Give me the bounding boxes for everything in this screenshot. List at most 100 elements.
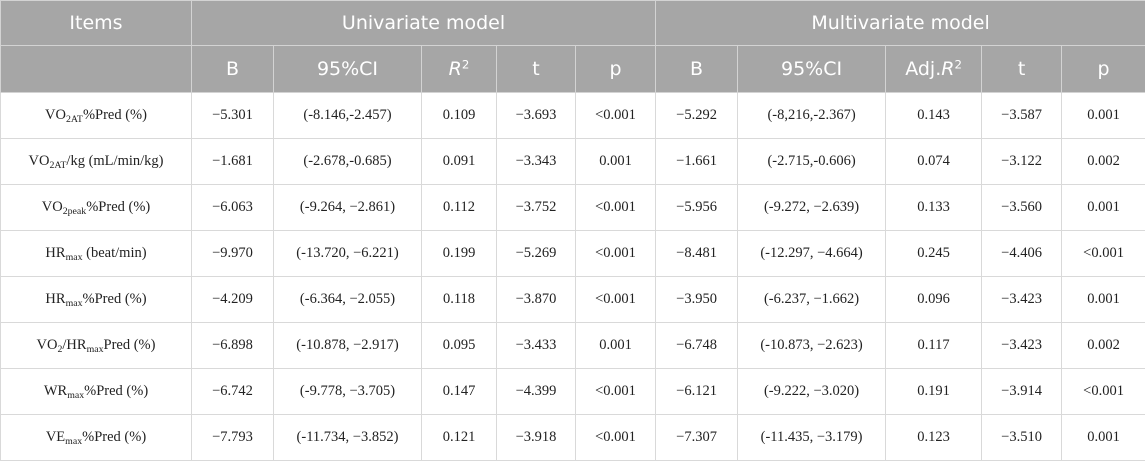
uni-r2-cell: 0.112 xyxy=(422,185,497,231)
multi-ci-cell: (-11.435, −3.179) xyxy=(738,415,886,461)
uni-t-cell: −3.693 xyxy=(497,93,576,139)
multi-b-cell: −7.307 xyxy=(656,415,738,461)
uni-ci-cell: (-9.778, −3.705) xyxy=(274,369,422,415)
item-subscript: max xyxy=(67,390,84,401)
item-subscript-2: max xyxy=(87,344,104,355)
multi-p-header: p xyxy=(1062,46,1145,93)
uni-r2-cell: 0.121 xyxy=(422,415,497,461)
item-rest: %Pred (%) xyxy=(83,107,147,123)
uni-t-cell: −3.918 xyxy=(497,415,576,461)
item-base: VO xyxy=(37,337,58,353)
multi-adj-r2-cell: 0.074 xyxy=(886,139,982,185)
item-cell: VO2/HRmaxPred (%) xyxy=(1,323,192,369)
item-base: VO xyxy=(29,153,50,169)
table-row: VO2/HRmaxPred (%) −6.898 (-10.878, −2.91… xyxy=(1,323,1145,369)
uni-ci-cell: (-8.146,-2.457) xyxy=(274,93,422,139)
item-cell: VEmax%Pred (%) xyxy=(1,415,192,461)
multi-ci-cell: (-12.297, −4.664) xyxy=(738,231,886,277)
univariate-model-header: Univariate model xyxy=(192,1,656,46)
uni-b-cell: −6.898 xyxy=(192,323,274,369)
multi-b-header: B xyxy=(656,46,738,93)
uni-t-cell: −3.870 xyxy=(497,277,576,323)
multi-b-cell: −8.481 xyxy=(656,231,738,277)
multi-ci-header: 95%CI xyxy=(738,46,886,93)
multi-t-cell: −3.510 xyxy=(982,415,1062,461)
uni-ci-cell: (-9.264, −2.861) xyxy=(274,185,422,231)
multi-ci-cell: (-8,216,-2.367) xyxy=(738,93,886,139)
multi-p-cell: 0.002 xyxy=(1062,323,1145,369)
item-cell: HRmax (beat/min) xyxy=(1,231,192,277)
uni-r2-header: R2 xyxy=(422,46,497,93)
multi-adj-r2-cell: 0.143 xyxy=(886,93,982,139)
item-rest: %Pred (%) xyxy=(84,383,148,399)
multi-t-cell: −3.423 xyxy=(982,323,1062,369)
item-base: VO xyxy=(45,107,66,123)
r2-symbol: R xyxy=(941,58,954,80)
multi-t-cell: −3.122 xyxy=(982,139,1062,185)
uni-t-cell: −5.269 xyxy=(497,231,576,277)
uni-r2-cell: 0.199 xyxy=(422,231,497,277)
uni-p-header: p xyxy=(576,46,656,93)
multi-t-cell: −3.914 xyxy=(982,369,1062,415)
item-rest: /kg (mL/min/kg) xyxy=(66,153,163,169)
r2-superscript: 2 xyxy=(954,58,962,72)
uni-ci-header: 95%CI xyxy=(274,46,422,93)
uni-b-cell: −4.209 xyxy=(192,277,274,323)
multi-ci-cell: (-2.715,-0.606) xyxy=(738,139,886,185)
table-header: Items Univariate model Multivariate mode… xyxy=(1,1,1145,93)
item-subscript: max xyxy=(65,436,82,447)
multi-t-cell: −3.587 xyxy=(982,93,1062,139)
multivariate-model-header: Multivariate model xyxy=(656,1,1145,46)
table-row: HRmax (beat/min) −9.970 (-13.720, −6.221… xyxy=(1,231,1145,277)
table-row: VO2AT/kg (mL/min/kg) −1.681 (-2.678,-0.6… xyxy=(1,139,1145,185)
uni-t-cell: −3.752 xyxy=(497,185,576,231)
item-cell: HRmax%Pred (%) xyxy=(1,277,192,323)
item-tail: Pred (%) xyxy=(104,337,156,353)
table-row: WRmax%Pred (%) −6.742 (-9.778, −3.705) 0… xyxy=(1,369,1145,415)
multi-t-header: t xyxy=(982,46,1062,93)
multi-adj-r2-cell: 0.123 xyxy=(886,415,982,461)
item-cell: VO2AT/kg (mL/min/kg) xyxy=(1,139,192,185)
multi-p-cell: 0.001 xyxy=(1062,415,1145,461)
multi-adj-r2-cell: 0.096 xyxy=(886,277,982,323)
adj-prefix: Adj. xyxy=(905,58,941,80)
multi-adj-r2-header: Adj.R2 xyxy=(886,46,982,93)
uni-b-cell: −1.681 xyxy=(192,139,274,185)
uni-p-cell: 0.001 xyxy=(576,323,656,369)
uni-r2-cell: 0.118 xyxy=(422,277,497,323)
uni-ci-cell: (-11.734, −3.852) xyxy=(274,415,422,461)
items-header: Items xyxy=(1,1,192,46)
uni-ci-cell: (-13.720, −6.221) xyxy=(274,231,422,277)
multi-b-cell: −3.950 xyxy=(656,277,738,323)
table-body: VO2AT%Pred (%) −5.301 (-8.146,-2.457) 0.… xyxy=(1,93,1145,461)
uni-b-cell: −6.742 xyxy=(192,369,274,415)
item-rest: %Pred (%) xyxy=(82,429,146,445)
multi-adj-r2-cell: 0.191 xyxy=(886,369,982,415)
multi-b-cell: −6.748 xyxy=(656,323,738,369)
uni-p-cell: 0.001 xyxy=(576,139,656,185)
item-cell: VO2peak%Pred (%) xyxy=(1,185,192,231)
item-rest: /HR xyxy=(62,337,86,353)
uni-t-cell: −4.399 xyxy=(497,369,576,415)
item-cell: WRmax%Pred (%) xyxy=(1,369,192,415)
item-base: HR xyxy=(45,291,65,307)
multi-b-cell: −1.661 xyxy=(656,139,738,185)
multi-b-cell: −5.292 xyxy=(656,93,738,139)
item-rest: %Pred (%) xyxy=(83,291,147,307)
item-subscript: 2AT xyxy=(66,114,83,125)
uni-r2-cell: 0.109 xyxy=(422,93,497,139)
item-rest: (beat/min) xyxy=(83,245,147,261)
table-row: HRmax%Pred (%) −4.209 (-6.364, −2.055) 0… xyxy=(1,277,1145,323)
table-row: VO2AT%Pred (%) −5.301 (-8.146,-2.457) 0.… xyxy=(1,93,1145,139)
uni-b-header: B xyxy=(192,46,274,93)
multi-p-cell: 0.001 xyxy=(1062,277,1145,323)
item-base: WR xyxy=(44,383,67,399)
multi-p-cell: 0.002 xyxy=(1062,139,1145,185)
multi-ci-cell: (-9.222, −3.020) xyxy=(738,369,886,415)
item-base: VE xyxy=(46,429,65,445)
table-row: VEmax%Pred (%) −7.793 (-11.734, −3.852) … xyxy=(1,415,1145,461)
item-cell: VO2AT%Pred (%) xyxy=(1,93,192,139)
uni-ci-cell: (-6.364, −2.055) xyxy=(274,277,422,323)
uni-p-cell: <0.001 xyxy=(576,415,656,461)
